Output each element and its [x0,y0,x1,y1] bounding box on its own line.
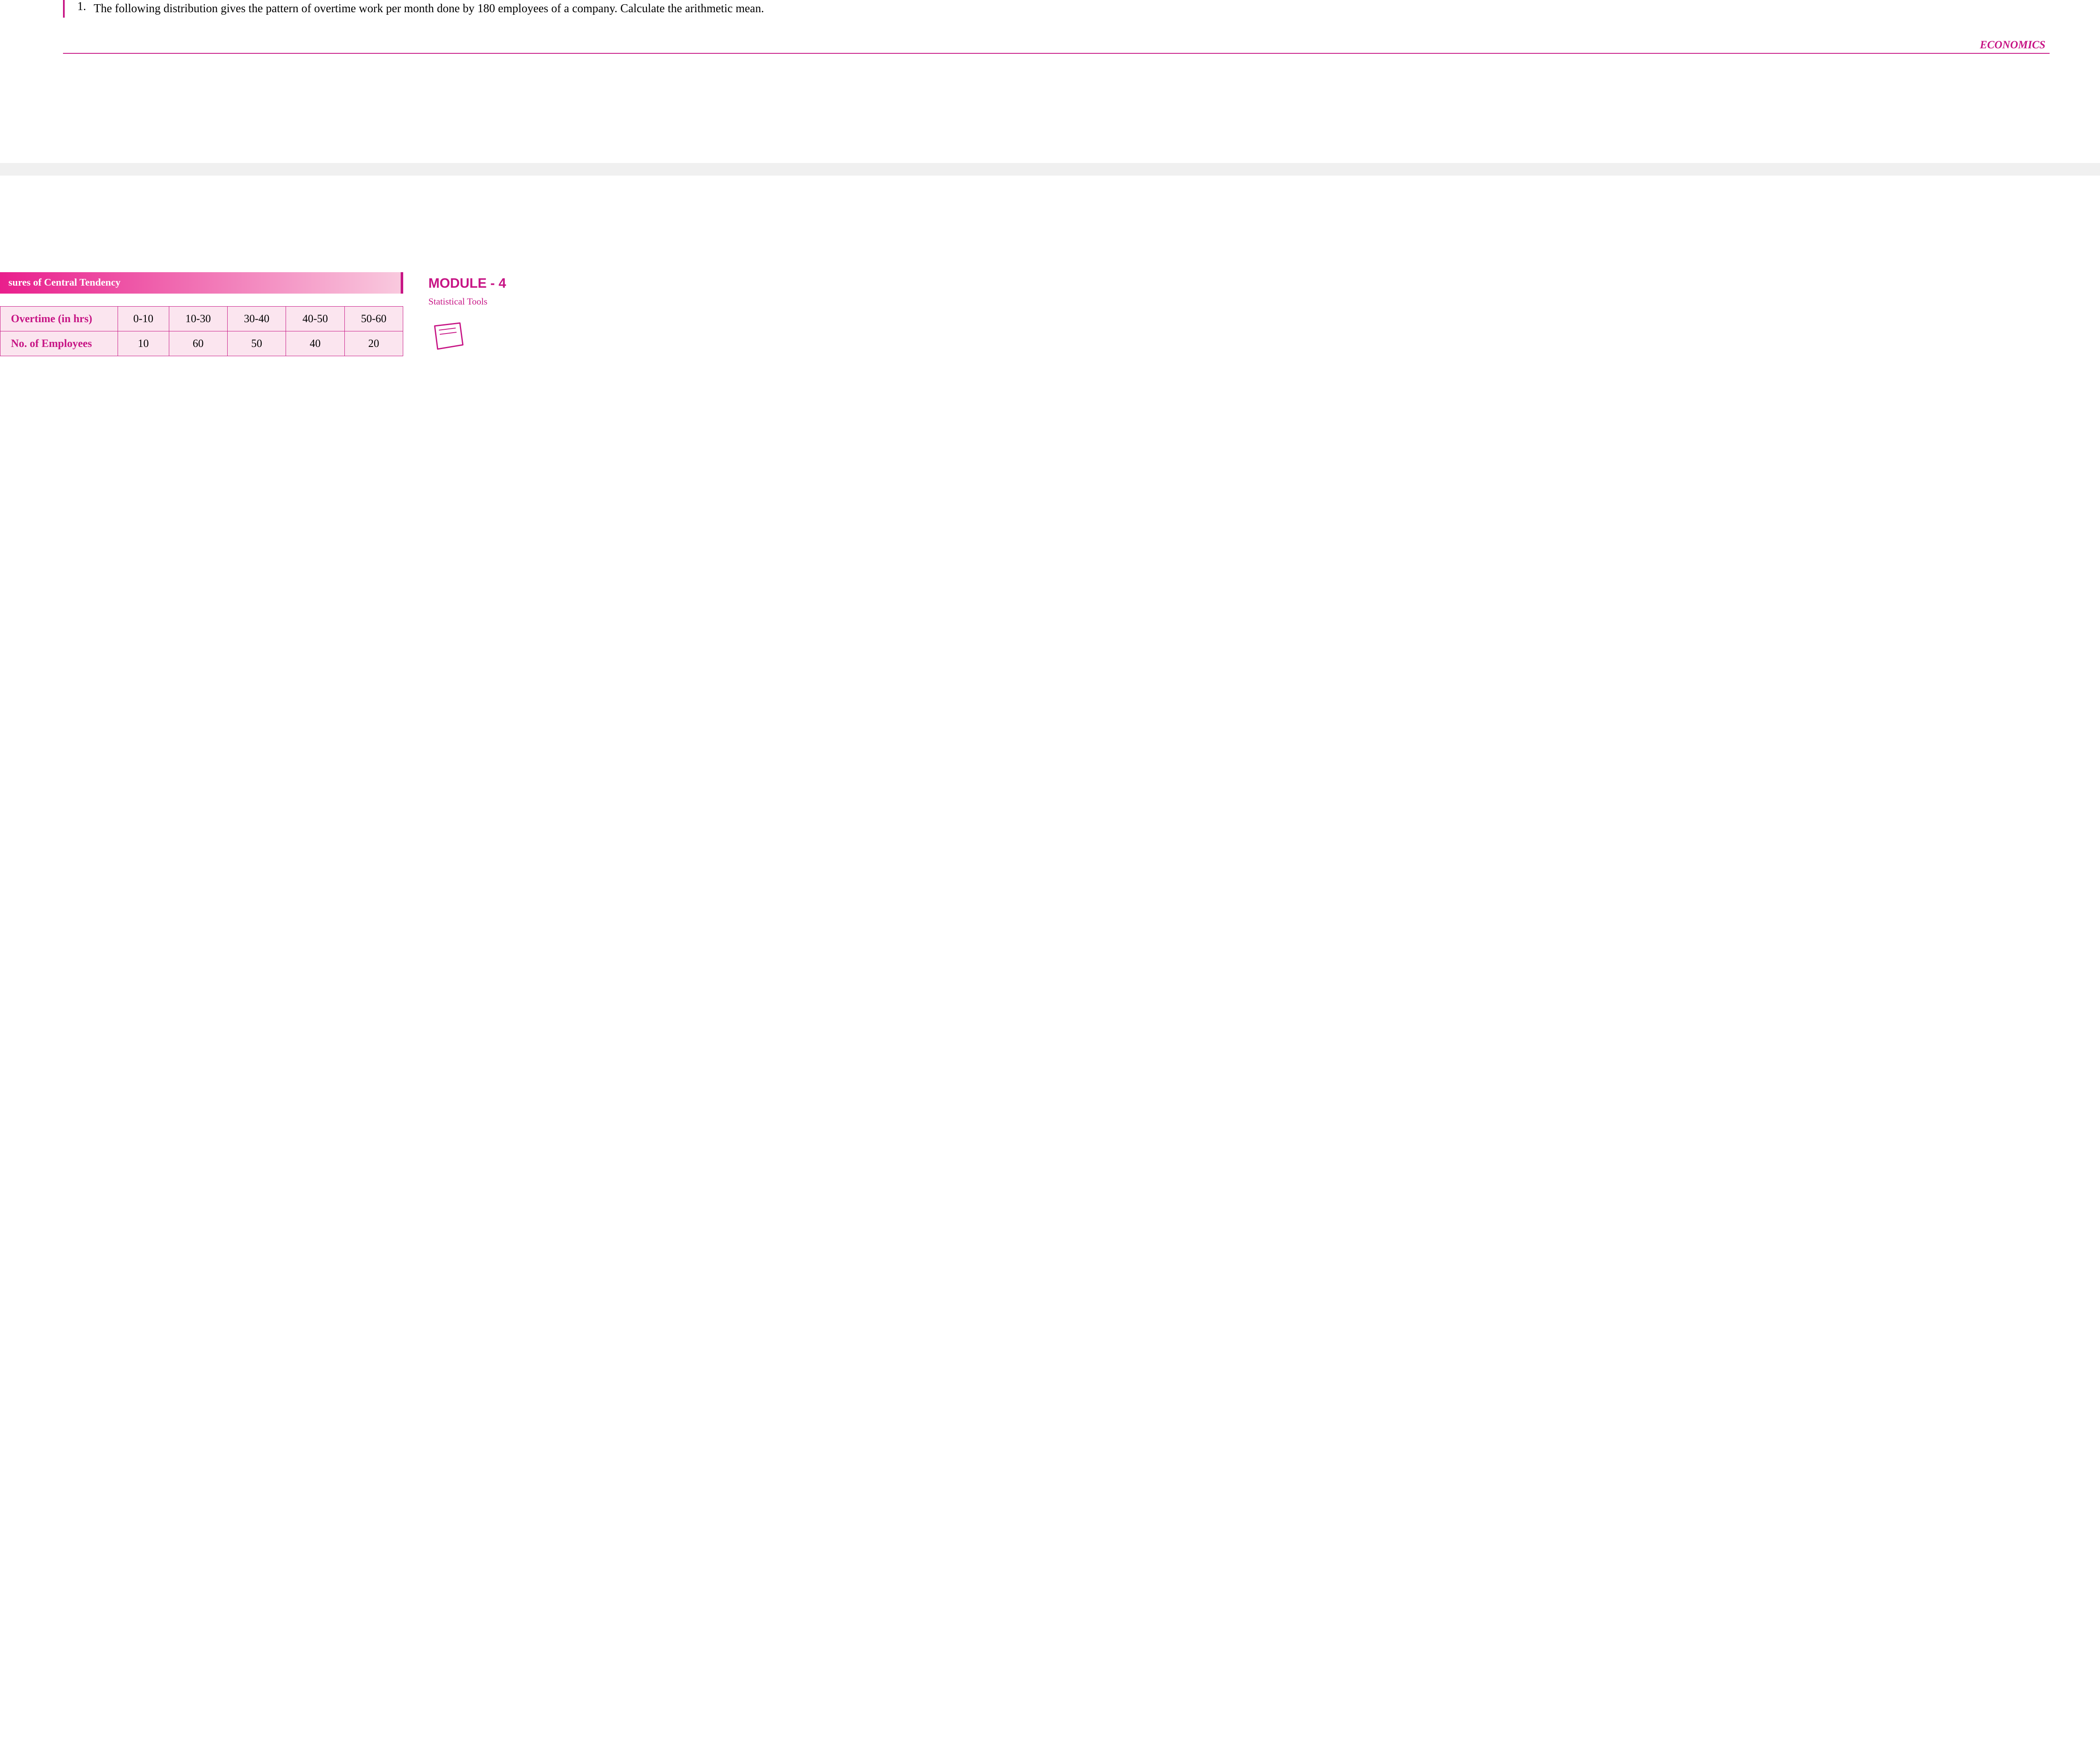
subject-label: ECONOMICS [63,39,2050,54]
table-cell: 0-10 [118,307,169,331]
table-cell: 40-50 [286,307,344,331]
question-block: 1. The following distribution gives the … [63,0,2050,18]
section-header: sures of Central Tendency [0,272,403,294]
table-cell: 40 [286,331,344,356]
row-label: Overtime (in hrs) [0,307,118,331]
gray-band [0,163,2100,176]
spacer [0,71,2100,163]
spacer [0,176,2100,272]
notes-icon [428,320,470,355]
module-subtitle: Statistical Tools [428,296,546,307]
table-cell: 10-30 [169,307,227,331]
table-cell: 30-40 [227,307,286,331]
table-cell: 50-60 [344,307,403,331]
table-cell: 60 [169,331,227,356]
row-label: No. of Employees [0,331,118,356]
table-cell: 10 [118,331,169,356]
overtime-table: Overtime (in hrs) 0-10 10-30 30-40 40-50… [0,306,403,356]
question-text: The following distribution gives the pat… [94,0,764,18]
table-cell: 50 [227,331,286,356]
table-row: No. of Employees 10 60 50 40 20 [0,331,403,356]
module-title: MODULE - 4 [428,276,546,291]
question-number: 1. [77,0,86,13]
module-sidebar: MODULE - 4 Statistical Tools [428,272,546,355]
table-cell: 20 [344,331,403,356]
table-row: Overtime (in hrs) 0-10 10-30 30-40 40-50… [0,307,403,331]
